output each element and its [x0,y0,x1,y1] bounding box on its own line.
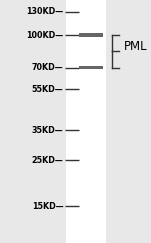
Text: 130KD—: 130KD— [26,7,63,16]
Text: 55KD—: 55KD— [32,85,63,94]
Text: 35KD—: 35KD— [32,126,63,135]
Bar [79,34,103,37]
Text: PML: PML [124,40,147,53]
Bar [79,66,103,69]
Text: 70KD—: 70KD— [32,63,63,72]
Bar [66,0,106,243]
Text: 100KD—: 100KD— [26,31,63,40]
Text: 15KD—: 15KD— [32,202,63,211]
Text: 25KD—: 25KD— [32,156,63,165]
